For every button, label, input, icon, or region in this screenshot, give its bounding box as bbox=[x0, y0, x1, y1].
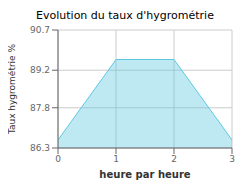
svg-text:heure par heure: heure par heure bbox=[99, 169, 190, 180]
svg-text:2: 2 bbox=[171, 154, 177, 164]
svg-text:3: 3 bbox=[229, 154, 235, 164]
svg-text:1: 1 bbox=[113, 154, 119, 164]
svg-text:86.3: 86.3 bbox=[30, 143, 50, 153]
svg-text:0: 0 bbox=[55, 154, 61, 164]
svg-text:89.2: 89.2 bbox=[30, 65, 50, 75]
svg-text:Taux hygrométrie %: Taux hygrométrie % bbox=[8, 43, 17, 135]
svg-text:87.8: 87.8 bbox=[30, 103, 50, 113]
svg-text:90.7: 90.7 bbox=[30, 25, 50, 35]
html-text:Evolution du taux d'hygrométri: Evolution du taux d'hygrométrie bbox=[36, 9, 214, 22]
